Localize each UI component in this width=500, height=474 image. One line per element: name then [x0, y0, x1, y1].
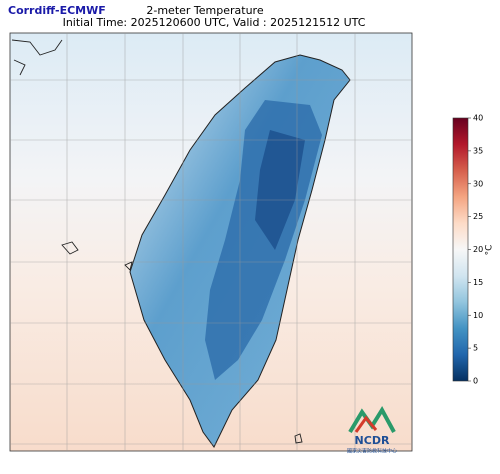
logo-accent — [354, 415, 378, 433]
colorbar-label: °C — [485, 245, 495, 256]
colorbar: °C 0 5 10 15 20 25 30 35 40 — [452, 114, 495, 386]
ncdr-logo: NCDR 國家災害防救科技中心 — [347, 406, 397, 455]
map-panel: NCDR 國家災害防救科技中心 — [9, 32, 413, 455]
colorbar-tick-label: 20 — [473, 245, 483, 254]
source-label: Corrdiff-ECMWF — [8, 4, 106, 17]
cold-peak — [255, 130, 305, 250]
graticule — [10, 33, 412, 451]
mainland-coast — [11, 39, 63, 76]
colorbar-scale — [452, 117, 469, 382]
logo-text: NCDR — [355, 434, 390, 447]
colorbar-tick-label: 5 — [473, 344, 478, 353]
colorbar-tick-label: 0 — [473, 377, 478, 386]
map-title: 2-meter Temperature — [146, 4, 263, 17]
colorbar-tick-label: 25 — [473, 212, 483, 221]
colorbar-tick-label: 30 — [473, 179, 483, 188]
colorbar-tick-label: 10 — [473, 311, 483, 320]
logo-subtitle: 國家災害防救科技中心 — [347, 448, 397, 455]
colorbar-tick-label: 35 — [473, 146, 483, 155]
map-subtitle: Initial Time: 2025120600 UTC, Valid : 20… — [63, 16, 366, 29]
orchid-island — [294, 433, 303, 444]
colorbar-tick-label: 15 — [473, 278, 483, 287]
penghu-islands — [61, 241, 133, 271]
colorbar-tick-label: 40 — [473, 114, 483, 123]
